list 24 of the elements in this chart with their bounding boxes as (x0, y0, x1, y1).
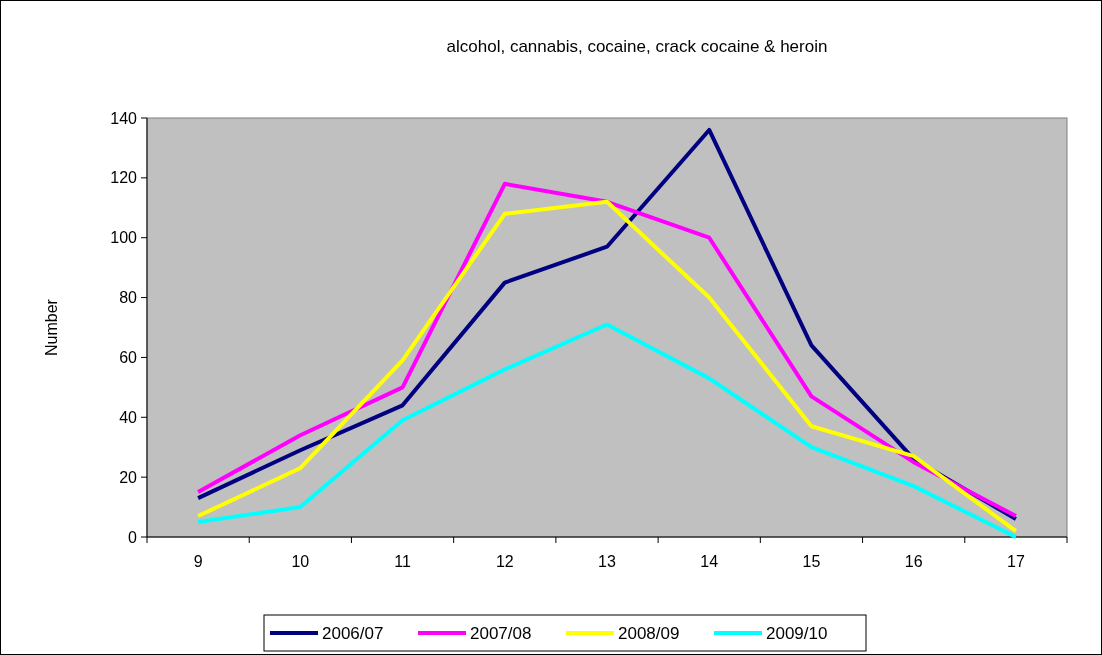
y-tick-label: 20 (119, 468, 138, 486)
x-tick-label: 16 (904, 553, 923, 570)
y-tick-label: 120 (110, 169, 138, 187)
x-tick-label: 15 (802, 553, 821, 570)
x-tick-label: 10 (291, 553, 310, 570)
y-tick-label: 140 (110, 109, 138, 127)
x-tick-label: 13 (598, 553, 616, 570)
x-tick-label: 11 (394, 553, 411, 570)
x-tick-label: 9 (193, 553, 203, 570)
chart-title: alcohol, cannabis, cocaine, crack cocaine & heroin (446, 37, 828, 56)
x-tick-label: 14 (700, 553, 719, 570)
line-series (196, 322, 1018, 539)
y-tick-label: 60 (119, 349, 138, 367)
y-tick-label: 100 (110, 229, 138, 247)
y-tick-label: 40 (119, 408, 138, 426)
x-tick-label: 12 (495, 553, 514, 570)
y-tick-label: 0 (128, 528, 138, 546)
legend-label: 2006/07 (322, 623, 384, 643)
y-tick-label: 80 (119, 289, 138, 307)
y-axis-title: Number (43, 298, 60, 356)
legend-label: 2007/08 (470, 623, 532, 643)
legend-label: 2008/09 (618, 623, 680, 643)
x-tick-label: 17 (1006, 553, 1025, 570)
legend-label: 2009/10 (766, 623, 828, 643)
